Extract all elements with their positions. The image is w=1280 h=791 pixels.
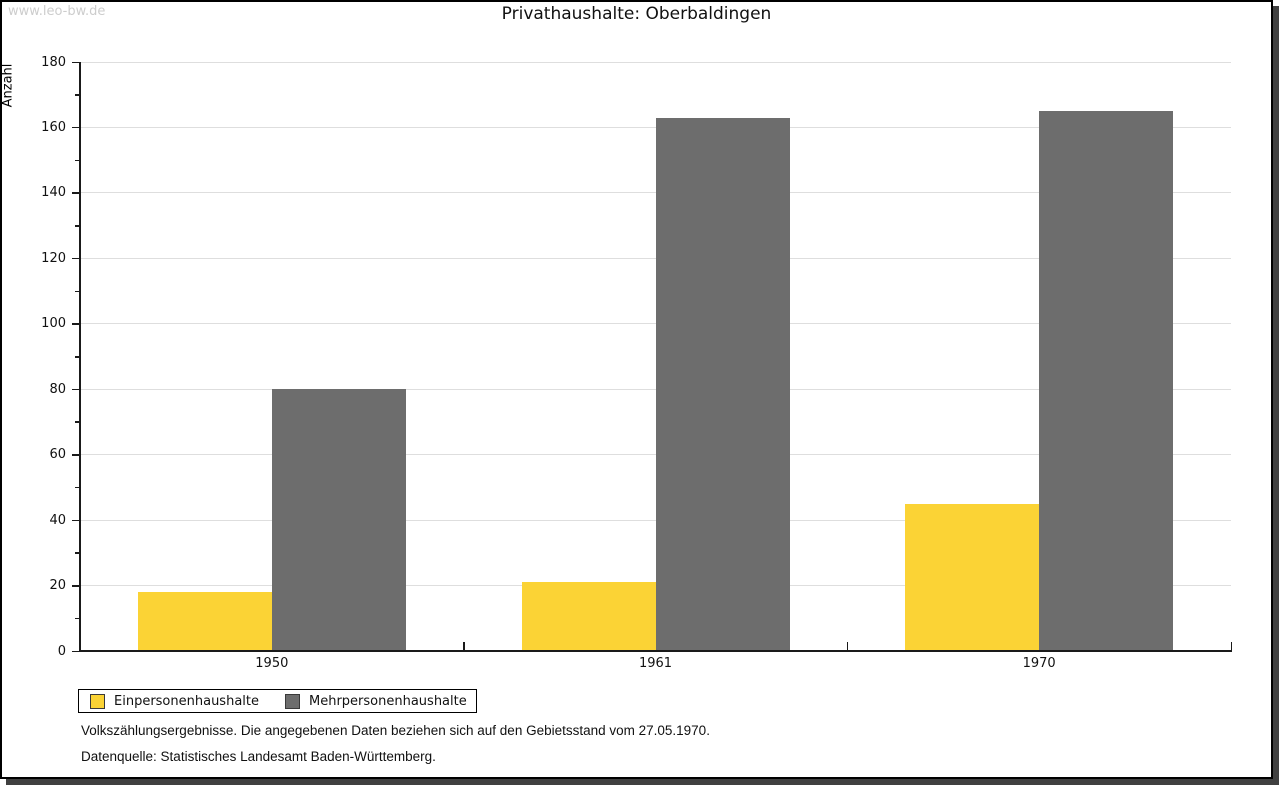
y-tick-label-40: 40 bbox=[49, 512, 66, 528]
x-boundary-tick-3 bbox=[1230, 642, 1232, 651]
footnote-line-1: Volkszählungsergebnisse. Die angegebenen… bbox=[81, 723, 710, 738]
bar-Einpersonenhaushalte-1961 bbox=[521, 582, 656, 651]
y-tick-150 bbox=[75, 159, 79, 162]
y-tick-label-60: 60 bbox=[49, 447, 66, 463]
y-tick-160 bbox=[72, 126, 79, 129]
y-axis-line bbox=[79, 62, 81, 652]
y-tick-label-80: 80 bbox=[49, 381, 66, 397]
bar-Einpersonenhaushalte-1970 bbox=[905, 503, 1040, 651]
legend-item-Mehrpersonenhaushalte: Mehrpersonenhaushalte bbox=[285, 693, 467, 709]
y-tick-0 bbox=[72, 650, 79, 652]
legend-swatch-Einpersonenhaushalte bbox=[90, 693, 105, 709]
y-tick-label-120: 120 bbox=[41, 250, 66, 266]
y-tick-100 bbox=[72, 323, 79, 325]
x-axis-line bbox=[79, 650, 1232, 652]
y-tick-40 bbox=[72, 519, 79, 522]
legend-label-Einpersonenhaushalte: Einpersonenhaushalte bbox=[114, 693, 259, 709]
bar-Mehrpersonenhaushalte-1961 bbox=[655, 117, 790, 651]
y-tick-label-160: 160 bbox=[41, 119, 66, 135]
legend-item-Einpersonenhaushalte: Einpersonenhaushalte bbox=[90, 693, 259, 709]
y-tick-170 bbox=[75, 94, 79, 96]
legend-swatch-Mehrpersonenhaushalte bbox=[285, 693, 300, 709]
y-tick-60 bbox=[72, 454, 79, 456]
y-tick-label-0: 0 bbox=[57, 643, 66, 659]
y-tick-130 bbox=[75, 225, 79, 227]
y-tick-label-180: 180 bbox=[41, 54, 66, 70]
y-tick-label-100: 100 bbox=[41, 316, 66, 332]
y-tick-70 bbox=[75, 421, 79, 423]
y-tick-20 bbox=[72, 585, 79, 587]
y-tick-80 bbox=[72, 388, 79, 391]
x-tick-label-1961: 1961 bbox=[638, 656, 673, 671]
footnote-line-2: Datenquelle: Statistisches Landesamt Bad… bbox=[81, 749, 436, 764]
y-tick-10 bbox=[75, 617, 79, 620]
x-tick-label-1950: 1950 bbox=[255, 656, 289, 671]
y-axis-title: Anzahl bbox=[0, 63, 16, 108]
y-tick-110 bbox=[75, 290, 79, 293]
bar-Einpersonenhaushalte-1950 bbox=[137, 592, 272, 651]
y-tick-50 bbox=[75, 486, 79, 489]
x-boundary-tick-2 bbox=[846, 642, 849, 651]
y-tick-label-140: 140 bbox=[41, 185, 66, 201]
y-tick-90 bbox=[75, 356, 79, 358]
y-tick-140 bbox=[72, 192, 79, 194]
y-tick-120 bbox=[72, 257, 79, 260]
bar-Mehrpersonenhaushalte-1970 bbox=[1039, 111, 1174, 651]
legend: Einpersonenhaushalte Mehrpersonenhaushalt… bbox=[78, 689, 477, 713]
legend-label-Mehrpersonenhaushalte: Mehrpersonenhaushalte bbox=[309, 693, 467, 709]
chart-title: Privathaushalte: Oberbaldingen bbox=[501, 4, 772, 24]
footnote: Volkszählungsergebnisse. Die angegebenen… bbox=[81, 723, 710, 775]
x-boundary-tick-1 bbox=[463, 642, 465, 651]
watermark: www.leo-bw.de bbox=[8, 4, 106, 19]
y-tick-180 bbox=[72, 61, 79, 63]
bar-Mehrpersonenhaushalte-1950 bbox=[271, 389, 406, 651]
y-tick-label-20: 20 bbox=[49, 578, 66, 594]
gridline-180 bbox=[80, 61, 1231, 63]
y-tick-30 bbox=[75, 552, 79, 554]
x-tick-label-1970: 1970 bbox=[1022, 656, 1056, 671]
